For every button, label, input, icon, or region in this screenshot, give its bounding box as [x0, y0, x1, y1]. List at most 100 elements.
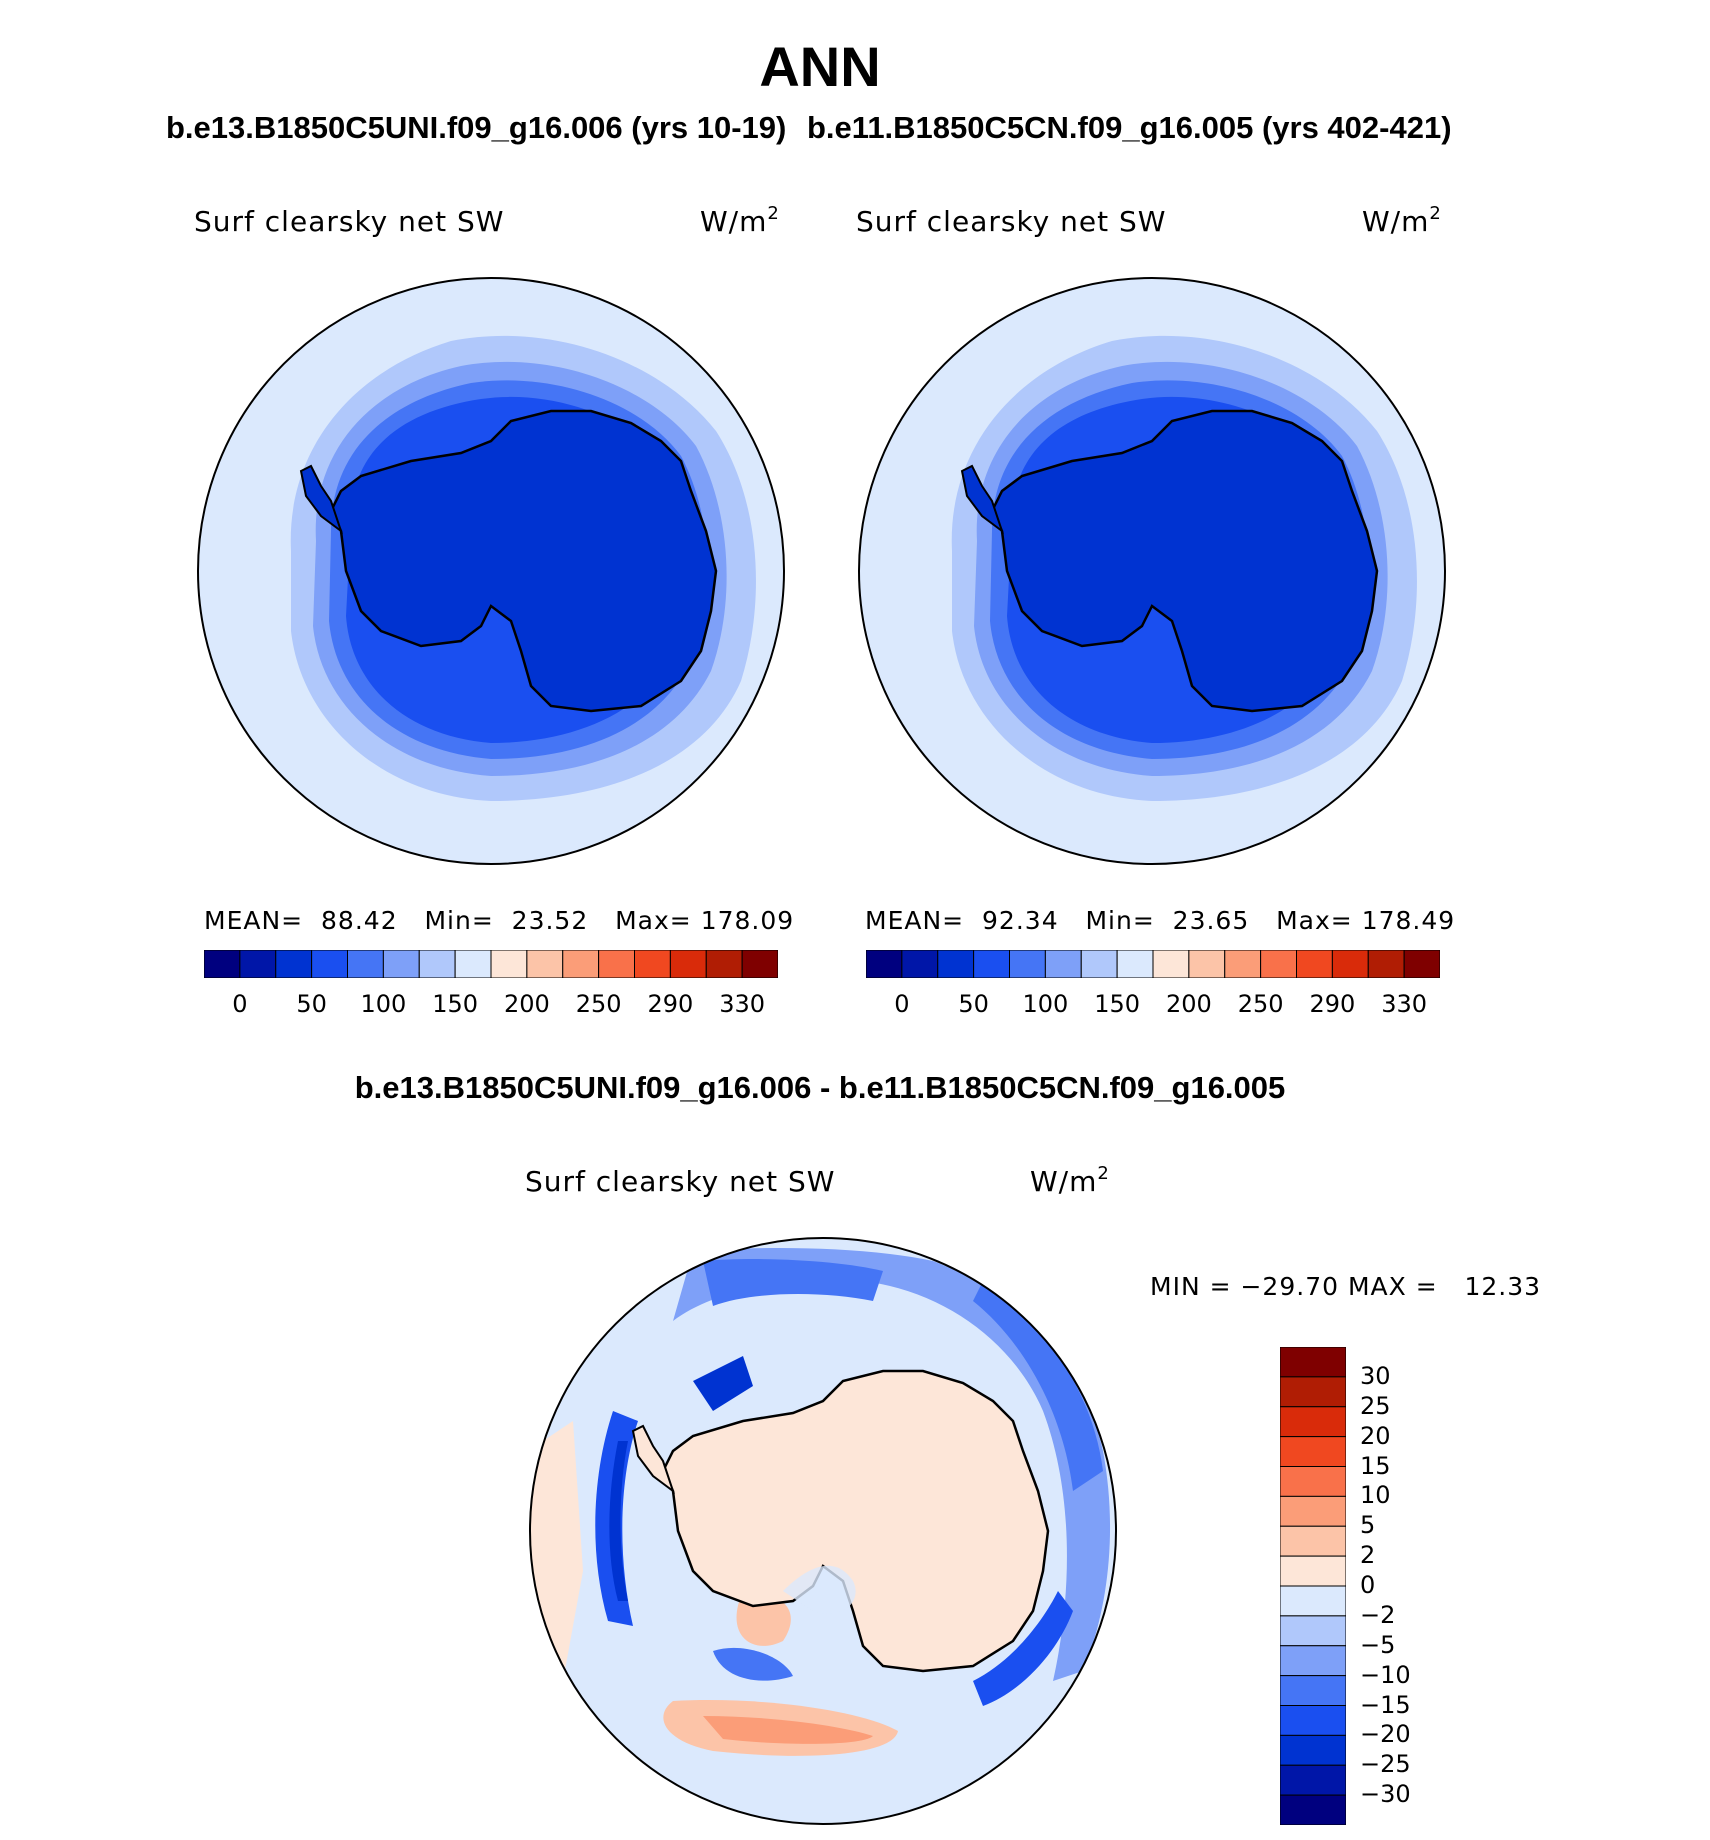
panel-1-colorbar-label: 150: [432, 990, 479, 1018]
diff-min-max: MIN = −29.70 MAX = 12.33: [1150, 1272, 1542, 1301]
panel-2-colorbar-box: [1188, 949, 1226, 979]
panel-2-colorbar-box: [1224, 949, 1262, 979]
diff-colorbar-label: −10: [1360, 1660, 1411, 1689]
panel-1-colorbar-box: [705, 949, 743, 979]
diff-colorbar-box: [1279, 1764, 1347, 1796]
panel-1-colorbar-box: [239, 949, 277, 979]
panel-2-colorbar-box: [1152, 949, 1190, 979]
panel-2-antarctica-landmass: [960, 409, 1379, 713]
panel-1-case-title: b.e13.B1850C5UNI.f09_g16.006 (yrs 10-19): [166, 110, 787, 145]
panel-2-colorbar-box: [937, 949, 975, 979]
panel-2-colorbar-label: 200: [1165, 990, 1212, 1018]
panel-2-colorbar-box: [1403, 949, 1441, 979]
panel-1-variable: Surf clearsky net SW: [194, 205, 505, 238]
diff-title: b.e13.B1850C5UNI.f09_g16.006 - b.e11.B18…: [354, 1070, 1286, 1105]
panel-2-stats: MEAN= 92.34 Min= 23.65 Max= 178.49: [865, 906, 1456, 935]
panel-2-colorbar-box: [1260, 949, 1297, 979]
diff-antarctica-landmass: [631, 1369, 1050, 1673]
panel-2-variable: Surf clearsky net SW: [856, 205, 1167, 238]
diff-colorbar-labels: 30 25 20 15 10 5 2 0 −2 −5 −10 −15 −20 −25 −30: [1360, 1347, 1480, 1825]
panel-1-colorbar-box: [418, 949, 456, 979]
panel-1-colorbar-box: [741, 949, 779, 979]
panel-1-colorbar-box: [382, 949, 420, 979]
page-title: ANN: [759, 35, 881, 98]
diff-colorbar-box: [1279, 1466, 1347, 1497]
diff-colorbar: [1279, 1346, 1347, 1826]
diff-colorbar-box: [1279, 1675, 1347, 1706]
panel-2-colorbar-label: 100: [1022, 990, 1069, 1018]
panel-2-colorbar-label: 50: [958, 990, 989, 1018]
panel-1-colorbar: [203, 949, 779, 979]
panel-1-antarctica-landmass: [299, 409, 718, 713]
panel-2-colorbar-label: 290: [1309, 990, 1356, 1018]
panel-2-colorbar-label: 150: [1094, 990, 1141, 1018]
diff-colorbar-label: 0: [1360, 1571, 1376, 1599]
diff-variable: Surf clearsky net SW: [525, 1165, 836, 1198]
panel-1-colorbar-box: [311, 949, 348, 979]
diff-colorbar-box: [1279, 1436, 1347, 1467]
diff-colorbar-box: [1279, 1525, 1347, 1557]
diff-colorbar-box: [1279, 1555, 1347, 1587]
panel-1-colorbar-label: 200: [503, 990, 550, 1018]
diff-colorbar-label: 5: [1360, 1511, 1376, 1540]
diff-polar-map: [529, 1237, 1117, 1825]
panel-1-colorbar-box: [669, 949, 707, 979]
panel-1-stats: MEAN= 88.42 Min= 23.52 Max= 178.09: [204, 906, 795, 935]
panel-2-colorbar-box: [865, 949, 903, 979]
panel-1-colorbar-box: [275, 949, 313, 979]
panel-1-units: W/m2: [700, 203, 780, 238]
panel-1-colorbar-label: 50: [296, 990, 327, 1018]
diff-colorbar-label: 2: [1360, 1541, 1376, 1570]
panel-2-colorbar-box: [1296, 949, 1333, 979]
diff-colorbar-box: [1279, 1615, 1347, 1647]
panel-2-colorbar-box: [901, 949, 939, 979]
diff-colorbar-box: [1279, 1705, 1347, 1736]
diff-colorbar-label: 25: [1360, 1391, 1391, 1420]
panel-1-colorbar-label: 250: [575, 990, 622, 1018]
panel-2-case-title: b.e11.B1850C5CN.f09_g16.005 (yrs 402-421…: [807, 110, 1452, 145]
panel-1-colorbar-box: [490, 949, 528, 979]
panel-2-colorbar: [865, 949, 1441, 979]
panel-1-colorbar-box: [347, 949, 384, 979]
diff-colorbar-box: [1279, 1406, 1347, 1438]
panel-1-colorbar-box: [634, 949, 671, 979]
diff-colorbar-label: 10: [1360, 1481, 1391, 1510]
panel-2-colorbar-label: 330: [1381, 990, 1428, 1018]
panel-2-colorbar-box: [1080, 949, 1118, 979]
panel-1-colorbar-box: [526, 949, 564, 979]
panel-2-colorbar-box: [1044, 949, 1082, 979]
panel-2-colorbar-box: [1009, 949, 1046, 979]
panel-2-colorbar-labels: 0 50 100 150 200 250 290 330: [866, 990, 1440, 1020]
diff-colorbar-box: [1279, 1346, 1347, 1378]
diff-colorbar-label: 20: [1360, 1421, 1391, 1450]
panel-1-polar-map: [197, 277, 785, 865]
panel-2-colorbar-label: 0: [894, 990, 910, 1018]
diff-colorbar-label: −15: [1360, 1690, 1411, 1719]
diff-colorbar-box: [1279, 1794, 1347, 1826]
diff-colorbar-label: −25: [1360, 1750, 1411, 1779]
panel-1-colorbar-box: [562, 949, 600, 979]
diff-colorbar-label: −5: [1360, 1630, 1396, 1659]
diff-colorbar-label: −2: [1360, 1600, 1396, 1629]
panel-1-colorbar-labels: 0 50 100 150 200 250 290 330: [204, 990, 778, 1020]
panel-2-colorbar-box: [1367, 949, 1405, 979]
diff-colorbar-box: [1279, 1495, 1347, 1527]
diff-colorbar-box: [1279, 1585, 1347, 1617]
diff-colorbar-label: 30: [1360, 1361, 1391, 1390]
panel-1-colorbar-box: [203, 949, 241, 979]
panel-2-units: W/m2: [1362, 203, 1442, 238]
panel-2-colorbar-box: [973, 949, 1010, 979]
diff-colorbar-box: [1279, 1734, 1347, 1766]
panel-1-colorbar-box: [454, 949, 492, 979]
diff-colorbar-label: 15: [1360, 1451, 1391, 1480]
diff-colorbar-box: [1279, 1645, 1347, 1677]
panel-1-colorbar-label: 290: [647, 990, 694, 1018]
diff-colorbar-label: −30: [1360, 1780, 1411, 1809]
panel-1-colorbar-label: 330: [719, 990, 766, 1018]
panel-1-colorbar-label: 0: [232, 990, 248, 1018]
panel-1-colorbar-box: [598, 949, 635, 979]
panel-2-colorbar-label: 250: [1237, 990, 1284, 1018]
panel-2-polar-map: [858, 277, 1446, 865]
panel-1-colorbar-label: 100: [360, 990, 407, 1018]
panel-2-colorbar-box: [1116, 949, 1154, 979]
